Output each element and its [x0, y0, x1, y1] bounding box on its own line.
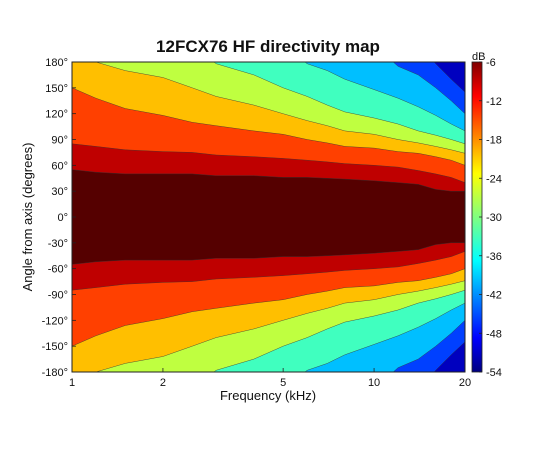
y-tick-label: -150°	[42, 341, 68, 353]
x-axis-label: Frequency (kHz)	[220, 388, 316, 403]
y-tick-label: 90°	[51, 135, 68, 147]
colorbar-tick-label: -36	[486, 251, 502, 263]
y-tick-label: 60°	[51, 160, 68, 172]
y-axis-ticks: 180° 150° 120° 90° 60° 30° 0° -30° -60° -90° -120°…	[42, 57, 76, 379]
level-region--6db	[72, 169, 465, 265]
y-tick-label: 120°	[45, 109, 68, 121]
y-tick-label: -30°	[48, 238, 68, 250]
colorbar-unit: dB	[472, 51, 485, 63]
x-axis-ticks: 1 2 5 10 20	[69, 368, 471, 389]
chart-title: 12FCX76 HF directivity map	[156, 37, 380, 56]
y-tick-label: -60°	[48, 264, 68, 276]
colorbar-tick-label: -42	[486, 290, 502, 302]
y-tick-label: -180°	[42, 367, 68, 379]
y-tick-label: -120°	[42, 315, 68, 327]
colorbar-tick-label: -30	[486, 212, 502, 224]
x-tick-label: 20	[459, 377, 471, 389]
y-tick-label: 0°	[57, 212, 68, 224]
y-tick-label: 30°	[51, 186, 68, 198]
x-tick-label: 2	[160, 377, 166, 389]
heatmap-area	[72, 62, 465, 372]
y-tick-label: 150°	[45, 83, 68, 95]
x-tick-label: 5	[280, 377, 286, 389]
colorbar-ticks: -6 -12 -18 -24 -30 -36 -42 -48 -54	[479, 57, 502, 379]
x-tick-label: 10	[368, 377, 380, 389]
x-tick-label: 1	[69, 377, 75, 389]
colorbar-tick-label: -48	[486, 328, 502, 340]
colorbar-tick-label: -6	[486, 57, 496, 69]
y-tick-label: -90°	[48, 290, 68, 302]
colorbar-tick-label: -18	[486, 135, 502, 147]
colorbar-tick-label: -24	[486, 173, 502, 185]
y-axis-label: Angle from axis (degrees)	[20, 143, 35, 292]
colorbar-tick-label: -54	[486, 367, 502, 379]
colorbar-tick-label: -12	[486, 96, 502, 108]
y-tick-label: 180°	[45, 57, 68, 69]
